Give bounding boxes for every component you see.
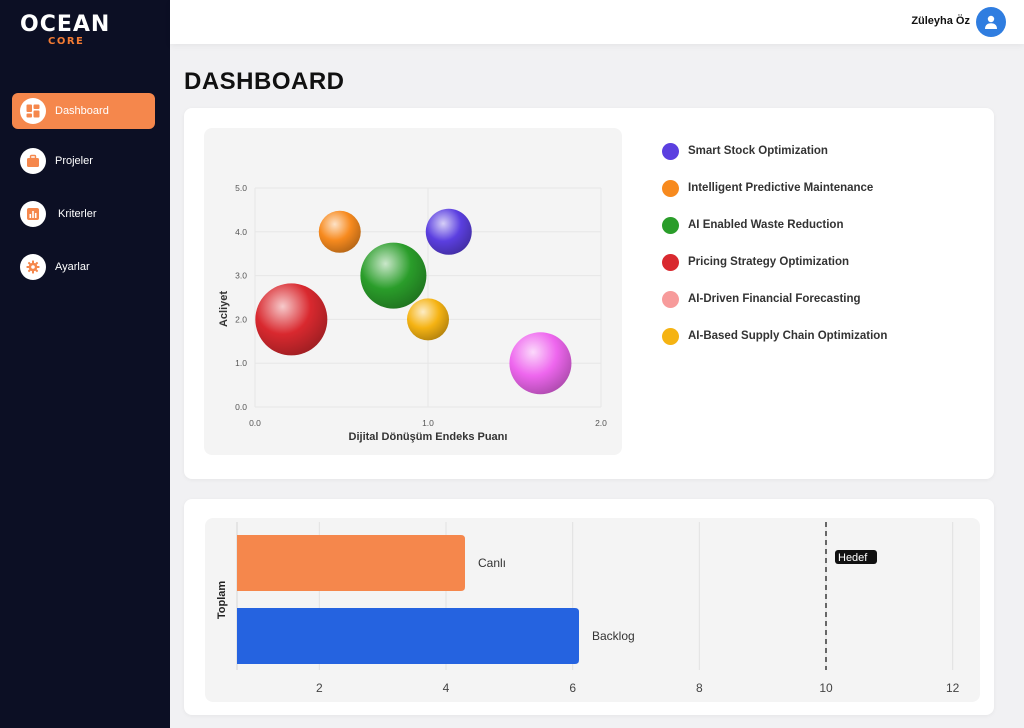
bubble-point xyxy=(425,208,472,255)
sidebar-item-label: Projeler xyxy=(55,155,93,167)
y-tick-label: 3.0 xyxy=(235,271,247,281)
legend-item[interactable]: AI Enabled Waste Reduction xyxy=(662,215,843,235)
dashboard-icon xyxy=(20,98,46,124)
legend-swatch xyxy=(662,216,679,234)
bubble-point xyxy=(509,332,572,395)
legend-item[interactable]: Intelligent Predictive Maintenance xyxy=(662,178,873,198)
user-icon xyxy=(985,15,997,29)
legend-item[interactable]: AI-Driven Financial Forecasting xyxy=(662,289,861,309)
y-tick-label: 2.0 xyxy=(235,314,247,324)
x-tick-label: 2 xyxy=(316,681,323,695)
sidebar-item-projeler[interactable]: Projeler xyxy=(12,143,155,179)
sidebar-item-label: Dashboard xyxy=(55,105,109,117)
page-title: DASHBOARD xyxy=(184,68,345,95)
sidebar-item-kriterler[interactable]: Kriterler xyxy=(12,196,155,232)
x-tick-label: 2.0 xyxy=(595,418,607,428)
bubble-point xyxy=(407,298,449,341)
y-tick-label: 5.0 xyxy=(235,183,247,193)
sidebar-item-label: Ayarlar xyxy=(55,261,90,273)
legend-item[interactable]: Smart Stock Optimization xyxy=(662,141,828,161)
legend-swatch xyxy=(662,290,679,308)
briefcase-icon xyxy=(20,148,46,174)
legend-swatch xyxy=(662,179,679,197)
target-label: Hedef xyxy=(838,552,868,564)
legend-label: Intelligent Predictive Maintenance xyxy=(688,182,874,194)
bar-label: Backlog xyxy=(592,629,635,643)
x-tick-label: 8 xyxy=(696,681,703,695)
bar xyxy=(237,535,465,591)
brand-logo[interactable]: OCEAN CORE xyxy=(20,12,120,52)
x-tick-label: 1.0 xyxy=(422,418,434,428)
bar-chart-icon xyxy=(20,201,46,227)
y-axis-label: Acliyet xyxy=(218,291,230,327)
bubble-point xyxy=(318,210,361,253)
x-tick-label: 0.0 xyxy=(249,418,261,428)
gear-icon xyxy=(20,254,46,280)
sidebar: OCEAN CORE Dashboard Projeler xyxy=(0,0,170,728)
y-tick-label: 0.0 xyxy=(235,402,247,412)
bar xyxy=(237,608,579,664)
legend-swatch xyxy=(662,327,679,345)
legend-item[interactable]: AI-Based Supply Chain Optimization xyxy=(662,326,887,346)
brand-sub: CORE xyxy=(48,36,85,47)
bar-label: Canlı xyxy=(478,556,506,570)
legend-label: AI Enabled Waste Reduction xyxy=(688,219,844,231)
x-tick-label: 6 xyxy=(569,681,576,695)
x-tick-label: 12 xyxy=(946,681,960,695)
x-tick-label: 10 xyxy=(819,681,833,695)
top-bar: Züleyha Öz xyxy=(170,0,1024,44)
x-tick-label: 4 xyxy=(443,681,450,695)
legend-label: Pricing Strategy Optimization xyxy=(688,256,850,268)
legend-item[interactable]: Pricing Strategy Optimization xyxy=(662,252,849,272)
target-label-bg xyxy=(835,550,877,564)
x-axis-label: Dijital Dönüşüm Endeks Puanı xyxy=(349,431,508,443)
y-axis-label: Toplam xyxy=(216,581,228,620)
legend-label: AI-Driven Financial Forecasting xyxy=(688,293,861,305)
bubble-point xyxy=(360,242,427,309)
user-avatar[interactable] xyxy=(976,7,1006,37)
legend-swatch xyxy=(662,142,679,160)
user-name: Züleyha Öz xyxy=(911,15,970,27)
sidebar-item-dashboard[interactable]: Dashboard xyxy=(12,93,155,129)
legend-label: AI-Based Supply Chain Optimization xyxy=(688,330,888,342)
y-tick-label: 1.0 xyxy=(235,358,247,368)
sidebar-item-ayarlar[interactable]: Ayarlar xyxy=(12,249,155,285)
legend-swatch xyxy=(662,253,679,271)
y-tick-label: 4.0 xyxy=(235,227,247,237)
brand-name: OCEAN xyxy=(20,12,111,37)
legend-label: Smart Stock Optimization xyxy=(688,145,828,157)
bubble-point xyxy=(255,283,328,356)
sidebar-item-label: Kriterler xyxy=(58,208,97,220)
